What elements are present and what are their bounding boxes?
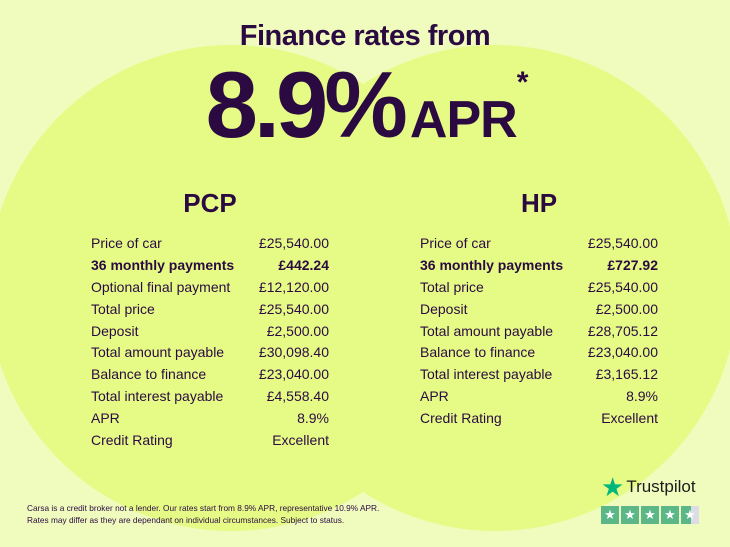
row-label: Deposit xyxy=(91,322,139,339)
row-label: Total amount payable xyxy=(420,322,554,339)
star-icon: ★ xyxy=(661,506,679,524)
row-value: £727.92 xyxy=(607,256,658,273)
pcp-row: Total amount payable £30,098.40 xyxy=(91,342,329,364)
row-value: 8.9% xyxy=(297,410,329,427)
hp-row: Balance to finance £23,040.00 xyxy=(420,342,658,364)
row-label: Total price xyxy=(420,278,484,295)
row-value: £4,558.40 xyxy=(266,388,329,405)
hp-row: Total amount payable £28,705.12 xyxy=(420,321,658,343)
pcp-row: Balance to finance £23,040.00 xyxy=(91,364,329,386)
star-icon: ★ xyxy=(601,506,619,524)
row-value: £23,040.00 xyxy=(258,366,329,383)
half-star-icon: ★ xyxy=(681,506,699,524)
row-label: APR xyxy=(420,388,449,405)
hp-row: Total price £25,540.00 xyxy=(420,277,658,299)
pcp-row: Deposit £2,500.00 xyxy=(91,321,329,343)
hp-row: Credit Rating Excellent xyxy=(420,408,658,430)
row-value: £23,040.00 xyxy=(587,344,658,361)
pcp-table: PCP Price of car £25,540.00 36 monthly pay… xyxy=(91,188,329,452)
row-value: £28,705.12 xyxy=(587,322,658,339)
trustpilot-badge[interactable]: ★ Trustpilot ★ ★ ★ ★ ★ xyxy=(601,474,699,524)
row-label: Total price xyxy=(91,300,155,317)
row-value: £2,500.00 xyxy=(266,322,329,339)
hp-row: Deposit £2,500.00 xyxy=(420,299,658,321)
pcp-title: PCP xyxy=(183,188,237,218)
trustpilot-rating: ★ ★ ★ ★ ★ xyxy=(601,506,699,524)
row-value: £442.24 xyxy=(278,256,329,273)
row-label: Credit Rating xyxy=(91,432,173,449)
disclaimer-line: Rates may differ as they are dependant o… xyxy=(27,515,345,525)
pcp-row: Optional final payment £12,120.00 xyxy=(91,277,329,299)
row-value: £25,540.00 xyxy=(587,235,658,251)
row-label: Credit Rating xyxy=(420,410,502,427)
row-value: £2,500.00 xyxy=(595,300,658,317)
pcp-row: Price of car £25,540.00 xyxy=(91,233,329,255)
pcp-row: Total interest payable £4,558.40 xyxy=(91,386,329,408)
disclaimer: Carsa is a credit broker not a lender. O… xyxy=(27,502,379,526)
row-label: Total amount payable xyxy=(91,344,225,361)
row-label: Price of car xyxy=(91,235,162,251)
row-label: Deposit xyxy=(420,300,468,317)
trustpilot-label: Trustpilot xyxy=(626,477,696,496)
pcp-row: Total price £25,540.00 xyxy=(91,299,329,321)
row-value: £25,540.00 xyxy=(258,235,329,251)
background-circle-right xyxy=(252,45,730,531)
row-value: Excellent xyxy=(601,410,658,427)
star-icon: ★ xyxy=(621,506,639,524)
row-label: Total interest payable xyxy=(91,388,224,405)
pcp-row: 36 monthly payments £442.24 xyxy=(91,255,329,277)
hp-title: HP xyxy=(520,188,558,218)
rate-unit: APR xyxy=(409,91,518,149)
row-label: Balance to finance xyxy=(91,366,207,383)
disclaimer-line: Carsa is a credit broker not a lender. O… xyxy=(27,503,380,513)
pcp-row: Credit Rating Excellent xyxy=(91,430,329,452)
row-label: Optional final payment xyxy=(91,278,231,295)
row-label: Balance to finance xyxy=(420,344,536,361)
row-label: 36 monthly payments xyxy=(420,256,564,273)
rate-headline: 8.9% APR* xyxy=(0,58,730,152)
row-label: Total interest payable xyxy=(420,366,553,383)
row-label: Price of car xyxy=(420,235,491,251)
row-value: £30,098.40 xyxy=(258,344,329,361)
hp-row: Total interest payable £3,165.12 xyxy=(420,364,658,386)
row-value: £12,120.00 xyxy=(258,278,329,295)
row-value: Excellent xyxy=(272,432,329,449)
hp-table: HP Price of car £25,540.00 36 monthly paym… xyxy=(420,188,658,430)
pcp-row: APR 8.9% xyxy=(91,408,329,430)
row-value: £25,540.00 xyxy=(258,300,329,317)
row-label: APR xyxy=(91,410,120,427)
hp-row: APR 8.9% xyxy=(420,386,658,408)
hp-row: Price of car £25,540.00 xyxy=(420,233,658,255)
hp-row: 36 monthly payments £727.92 xyxy=(420,255,658,277)
trustpilot-star-icon: ★ xyxy=(601,472,625,502)
star-icon: ★ xyxy=(641,506,659,524)
asterisk: * xyxy=(516,66,529,99)
row-value: 8.9% xyxy=(626,388,658,405)
rate-value: 8.9% xyxy=(205,52,408,157)
row-value: £25,540.00 xyxy=(587,278,658,295)
headline: Finance rates from xyxy=(239,20,491,52)
row-value: £3,165.12 xyxy=(595,366,658,383)
row-label: 36 monthly payments xyxy=(91,256,235,273)
